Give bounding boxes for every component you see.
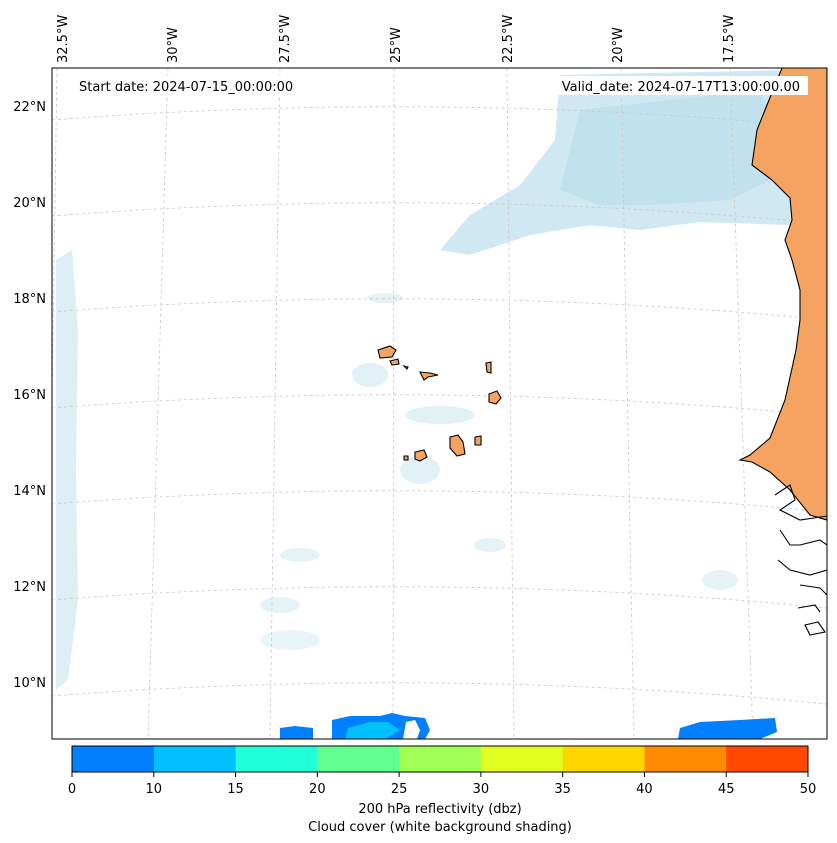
colorbar-tick-label: 25 <box>391 782 408 797</box>
meridian-line <box>506 68 515 739</box>
gridlines <box>52 68 827 739</box>
latitude-label: 22°N <box>13 100 46 115</box>
island-fogo <box>414 449 428 462</box>
island-sal <box>485 361 492 374</box>
cloud-band-north <box>440 70 810 255</box>
island-sao-vicente <box>389 358 400 366</box>
colorbar-tick-label: 35 <box>554 782 571 797</box>
longitude-label: 32.5°W <box>56 15 71 63</box>
start-date-label: Start date: 2024-07-15_00:00:00 <box>79 80 293 95</box>
cloud-band-west <box>56 250 78 690</box>
island-santiago <box>449 434 466 457</box>
colorbar-segment <box>153 746 237 772</box>
echo-white-gap <box>403 720 420 739</box>
cloud-cover-shading <box>56 70 810 690</box>
cloud-patch <box>405 406 475 424</box>
colorbar-segment <box>235 746 318 772</box>
latitude-label: 14°N <box>13 484 46 499</box>
colorbar-title: 200 hPa reflectivity (dbz) <box>358 802 521 817</box>
colorbar-tick-label: 30 <box>473 782 490 797</box>
echo-blue <box>678 718 777 739</box>
island-maio <box>474 435 482 446</box>
longitude-label: 30°W <box>166 27 181 63</box>
map-frame <box>51 67 828 740</box>
cloud-patch <box>260 630 320 650</box>
valid-date-label: Valid_date: 2024-07-17T13:00:00.00 <box>562 80 800 95</box>
longitude-labels: 32.5°W 30°W 27.5°W 25°W 22.5°W 20°W 17.5°W <box>56 15 737 63</box>
latitude-label: 12°N <box>13 580 46 595</box>
echo-blue <box>280 726 313 739</box>
echo-cyan <box>345 722 400 739</box>
island-santa-luzia <box>402 364 409 370</box>
cloud-patch <box>280 548 320 562</box>
latitude-label: 10°N <box>13 676 46 691</box>
colorbar-tick-label: 40 <box>636 782 653 797</box>
longitude-label: 25°W <box>389 27 404 63</box>
colorbar-segment <box>317 746 400 772</box>
island-brava <box>403 455 409 461</box>
colorbar-tick-label: 20 <box>309 782 326 797</box>
africa-coast-land <box>738 68 827 521</box>
colorbar-segment <box>480 746 564 772</box>
meridian-line <box>147 68 169 739</box>
colorbar-segment <box>562 746 645 772</box>
cape-verde-islands <box>377 345 502 462</box>
island-sao-nicolau <box>419 371 439 381</box>
longitude-label: 27.5°W <box>278 15 293 63</box>
colorbar-segment <box>399 746 482 772</box>
cloud-patch <box>352 363 388 387</box>
colorbar-frame <box>71 745 809 773</box>
colorbar-tick-label: 50 <box>800 782 817 797</box>
latitude-label: 16°N <box>13 388 46 403</box>
longitude-label: 22.5°W <box>501 15 516 63</box>
cloud-patch <box>474 538 506 552</box>
colorbar: 0 10 15 20 25 30 35 40 45 50 <box>68 746 816 797</box>
island-boa-vista <box>488 390 502 405</box>
latitude-labels: 22°N 20°N 18°N 16°N 14°N 12°N 10°N <box>13 100 46 691</box>
latitude-label: 20°N <box>13 196 46 211</box>
longitude-label: 20°W <box>611 27 626 63</box>
valid-date-box <box>540 76 808 95</box>
colorbar-tick-label: 10 <box>146 782 163 797</box>
colorbar-segment <box>72 746 155 772</box>
meridian-line <box>729 68 754 739</box>
africa-coast-south <box>774 484 827 636</box>
colorbar-tick-label: 15 <box>227 782 244 797</box>
cloud-band-north-core <box>560 90 790 205</box>
cloud-patch <box>400 456 440 484</box>
start-date-box <box>73 76 313 95</box>
colorbar-tick-label: 0 <box>68 782 76 797</box>
colorbar-subtitle: Cloud cover (white background shading) <box>308 820 572 835</box>
colorbar-tick-label: 45 <box>718 782 735 797</box>
longitude-label: 17.5°W <box>722 15 737 63</box>
latitude-label: 18°N <box>13 292 46 307</box>
meridian-line <box>269 68 281 739</box>
island-santo-antao <box>377 345 397 359</box>
cloud-patch <box>260 597 300 613</box>
cloud-patch <box>702 570 738 590</box>
colorbar-segment <box>726 746 809 772</box>
meridian-line <box>620 68 635 739</box>
colorbar-segment <box>644 746 727 772</box>
reflectivity-echoes <box>280 713 777 739</box>
meridian-line <box>392 68 395 739</box>
cloud-patch <box>367 293 403 303</box>
